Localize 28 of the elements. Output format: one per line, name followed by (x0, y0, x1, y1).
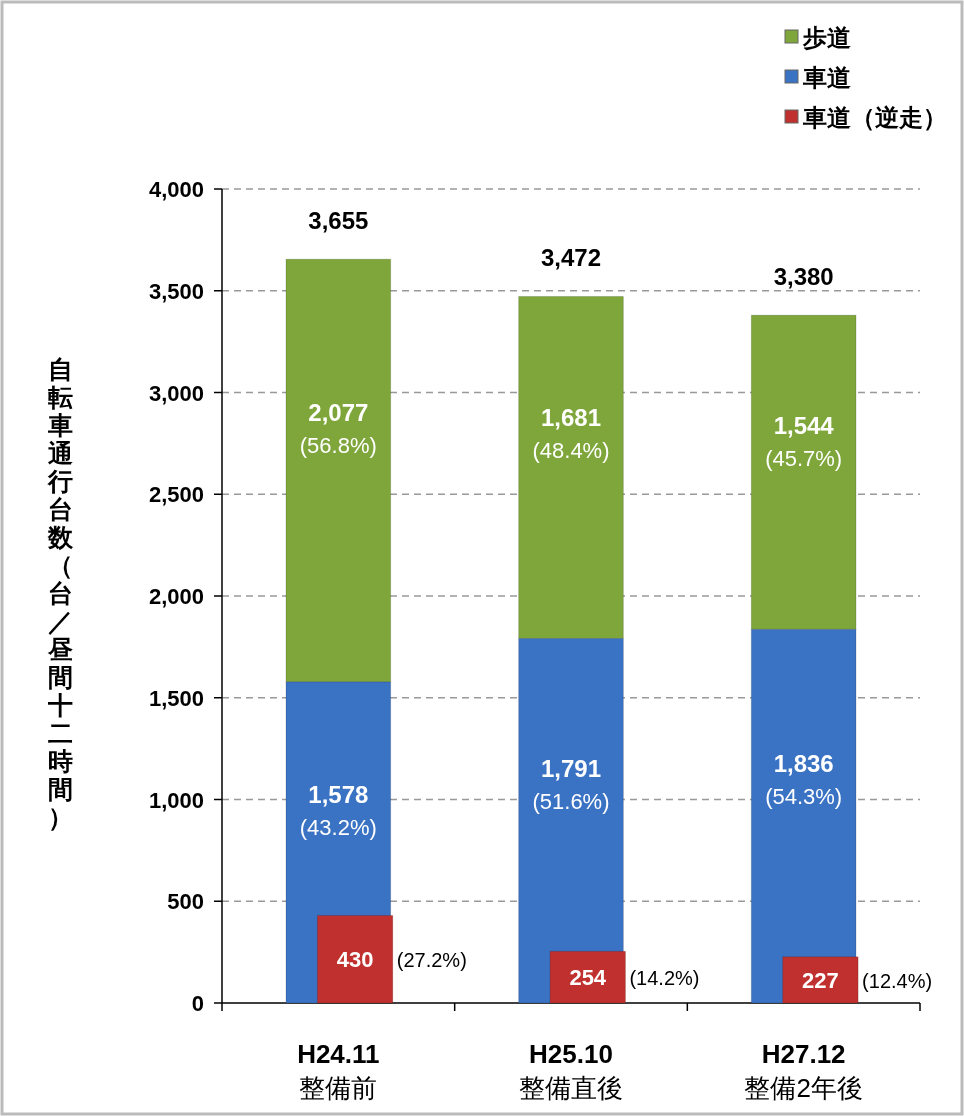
annotation: 3,655 (308, 207, 369, 235)
y-tick-label: 2,000 (148, 584, 204, 609)
legend-label: 歩道 (802, 24, 851, 51)
data-label: 1,681 (48.4%) (532, 404, 610, 464)
data-label: 430 (27.2%) (336, 947, 467, 973)
y-tick-label: 1,000 (148, 787, 204, 813)
y-tick-label: 3,000 (148, 380, 204, 406)
text: 自転車通行台数（台／昼間十二時間） (47, 355, 73, 831)
legend-label: 車道（逆走） (802, 104, 947, 131)
x-tick-label: H27.12 整備2年後 (744, 1039, 863, 1103)
x-tick-label: H25.10 整備直後 (519, 1039, 623, 1103)
annotation: 3,380 (773, 263, 834, 291)
data-label: 2,077 (56.8%) (299, 399, 377, 459)
y-tick-label: 4,000 (148, 177, 204, 202)
data-label: 254 (14.2%) (569, 965, 700, 991)
annotation: 3,472 (540, 244, 602, 272)
y-tick-label: 1,500 (148, 685, 204, 711)
data-label: 1,791 (51.6%) (532, 755, 610, 815)
data-label: 1,578 (43.2%) (299, 781, 377, 841)
y-tick-label: 500 (167, 889, 204, 915)
y-tick-label: 2,500 (148, 482, 204, 508)
legend-label: 車道 (802, 64, 851, 91)
data-label: 1,836 (54.3%) (765, 749, 843, 809)
y-tick-label: 0 (191, 991, 204, 1016)
x-tick-label: H24.11 整備前 (297, 1039, 380, 1103)
data-label: 1,544 (45.7%) (765, 411, 843, 471)
y-tick-label: 3,500 (148, 278, 204, 304)
data-label: 227 (12.4%) (802, 967, 933, 993)
